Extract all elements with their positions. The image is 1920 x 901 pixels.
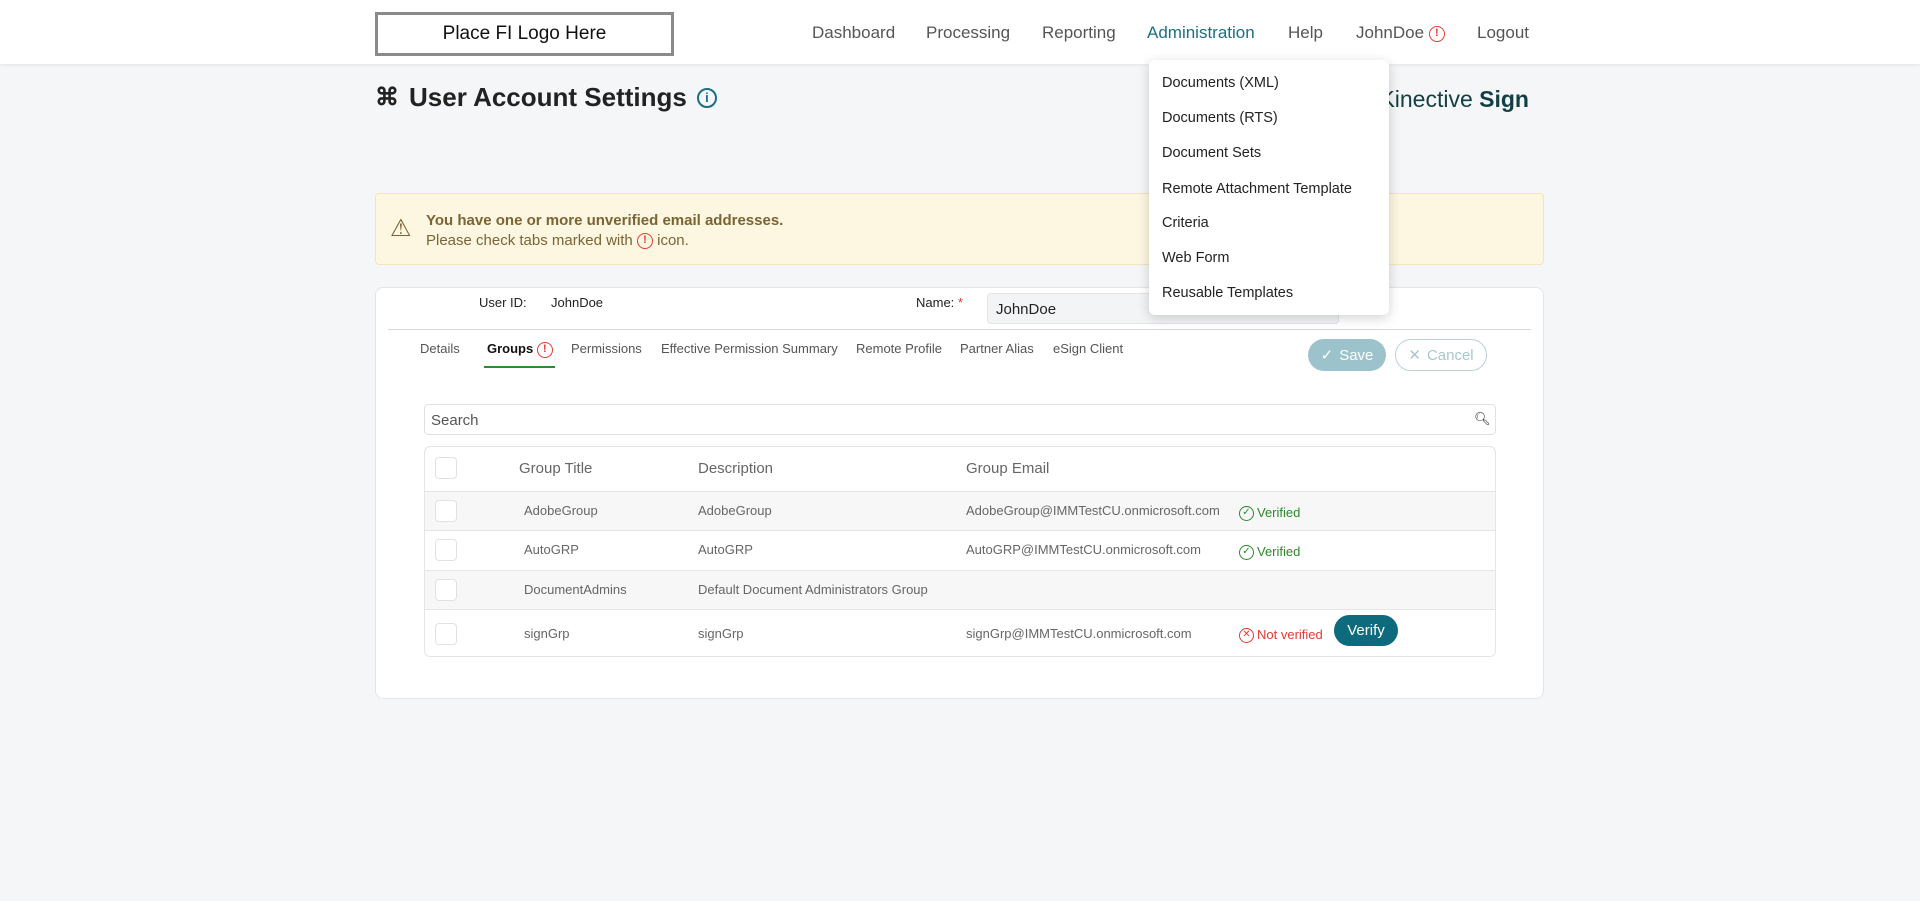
row-checkbox[interactable] (435, 539, 457, 561)
warning-icon: ⚠ (390, 215, 412, 242)
search-input[interactable]: Search (424, 404, 1496, 435)
select-all-checkbox[interactable] (435, 457, 457, 479)
command-icon: ⌘ (375, 84, 399, 111)
save-label: Save (1339, 346, 1374, 364)
table-row: AutoGRP AutoGRP AutoGRP@IMMTestCU.onmicr… (425, 530, 1495, 570)
close-icon: ✕ (1408, 347, 1421, 364)
tab-groups-label: Groups (487, 341, 534, 356)
alert-message-pre: Please check tabs marked with (426, 232, 633, 249)
nav-processing[interactable]: Processing (926, 23, 1011, 42)
brand-light: Kinective (1379, 86, 1473, 112)
group-title: signGrp (524, 626, 570, 641)
name-label-text: Name: (916, 295, 955, 310)
user-id-value: JohnDoe (551, 295, 604, 310)
active-tab-indicator (484, 366, 555, 368)
page-title-text: User Account Settings (409, 82, 687, 112)
menu-item-documents-rts[interactable]: Documents (RTS) (1162, 110, 1278, 126)
group-description: AutoGRP (698, 542, 753, 557)
alert-icon: ! (636, 233, 653, 250)
nav-administration[interactable]: Administration (1147, 23, 1255, 42)
menu-item-criteria[interactable]: Criteria (1162, 215, 1209, 231)
user-name: JohnDoe (1356, 23, 1425, 42)
nav-logout[interactable]: Logout (1477, 23, 1529, 42)
row-checkbox[interactable] (435, 500, 457, 522)
tab-remote-profile[interactable]: Remote Profile (856, 341, 942, 356)
group-title: DocumentAdmins (524, 582, 627, 597)
menu-item-remote-attachment-template[interactable]: Remote Attachment Template (1162, 181, 1352, 197)
nav-user[interactable]: JohnDoe ! (1356, 23, 1445, 43)
group-email: signGrp@IMMTestCU.onmicrosoft.com (966, 626, 1192, 641)
status-not-verified: ✕ Not verified (1239, 627, 1323, 644)
nav-help[interactable]: Help (1288, 23, 1323, 42)
check-circle-icon: ✓ (1239, 545, 1254, 561)
save-button[interactable]: ✓ Save (1308, 339, 1386, 371)
alert-message: Please check tabs marked with ! icon. (426, 232, 689, 250)
group-title: AdobeGroup (524, 503, 598, 518)
status-verified: ✓ Verified (1239, 505, 1301, 522)
user-id-label: User ID: (479, 295, 527, 310)
row-checkbox[interactable] (435, 579, 457, 601)
tab-esign-client[interactable]: eSign Client (1053, 341, 1124, 356)
header-description: Description (698, 460, 774, 477)
status-verified: ✓ Verified (1239, 544, 1301, 561)
cancel-label: Cancel (1426, 346, 1474, 364)
table-row: DocumentAdmins Default Document Administ… (425, 570, 1495, 609)
nav-reporting[interactable]: Reporting (1042, 23, 1116, 42)
tab-details[interactable]: Details (420, 341, 460, 356)
groups-table: Group Title Description Group Email Adob… (424, 446, 1496, 657)
status-text: Verified (1257, 505, 1301, 520)
header-group-email: Group Email (966, 460, 1050, 477)
search-icon[interactable]: 🔍︎ (1474, 411, 1491, 426)
logo-placeholder: Place FI Logo Here (375, 12, 674, 56)
group-title: AutoGRP (524, 542, 579, 557)
table-header: Group Title Description Group Email (425, 447, 1495, 491)
verify-button[interactable]: Verify (1334, 615, 1398, 646)
brand-bold: Sign (1479, 86, 1529, 112)
group-email: AdobeGroup@IMMTestCU.onmicrosoft.com (966, 503, 1220, 518)
tab-effective-permission-summary[interactable]: Effective Permission Summary (661, 341, 838, 356)
table-row: AdobeGroup AdobeGroup AdobeGroup@IMMTest… (425, 491, 1495, 530)
page-title: ⌘ User Account Settings i (375, 82, 717, 113)
info-icon[interactable]: i (696, 87, 717, 108)
menu-item-document-sets[interactable]: Document Sets (1162, 145, 1262, 161)
check-icon: ✓ (1320, 347, 1334, 364)
status-text: Not verified (1257, 627, 1323, 642)
divider (388, 329, 1531, 330)
x-circle-icon: ✕ (1239, 628, 1254, 644)
top-nav-bar: Place FI Logo Here Dashboard Processing … (0, 0, 1920, 64)
check-circle-icon: ✓ (1239, 506, 1254, 522)
group-description: AdobeGroup (698, 503, 772, 518)
alert-icon: ! (1428, 25, 1445, 42)
menu-item-web-form[interactable]: Web Form (1162, 250, 1230, 266)
menu-item-reusable-templates[interactable]: Reusable Templates (1162, 285, 1294, 301)
alert-icon: ! (536, 341, 553, 358)
required-marker: * (957, 295, 963, 310)
group-description: signGrp (698, 626, 744, 641)
alert-message-post: icon. (657, 232, 689, 249)
alert-title: You have one or more unverified email ad… (426, 212, 784, 229)
group-email: AutoGRP@IMMTestCU.onmicrosoft.com (966, 542, 1201, 557)
header-group-title: Group Title (519, 460, 593, 477)
name-label: Name: * (916, 295, 963, 310)
table-row: signGrp signGrp signGrp@IMMTestCU.onmicr… (425, 609, 1495, 656)
tab-groups[interactable]: Groups ! (487, 341, 553, 358)
tab-partner-alias[interactable]: Partner Alias (960, 341, 1034, 356)
group-description: Default Document Administrators Group (698, 582, 928, 597)
tab-permissions[interactable]: Permissions (571, 341, 642, 356)
status-text: Verified (1257, 544, 1301, 559)
brand-logo: Kinective Sign (1379, 86, 1529, 113)
row-checkbox[interactable] (435, 623, 457, 645)
menu-item-documents-xml[interactable]: Documents (XML) (1162, 75, 1279, 91)
nav-dashboard[interactable]: Dashboard (812, 23, 896, 42)
cancel-button[interactable]: ✕ Cancel (1395, 339, 1487, 371)
administration-dropdown: Documents (XML) Documents (RTS) Document… (1149, 60, 1389, 315)
